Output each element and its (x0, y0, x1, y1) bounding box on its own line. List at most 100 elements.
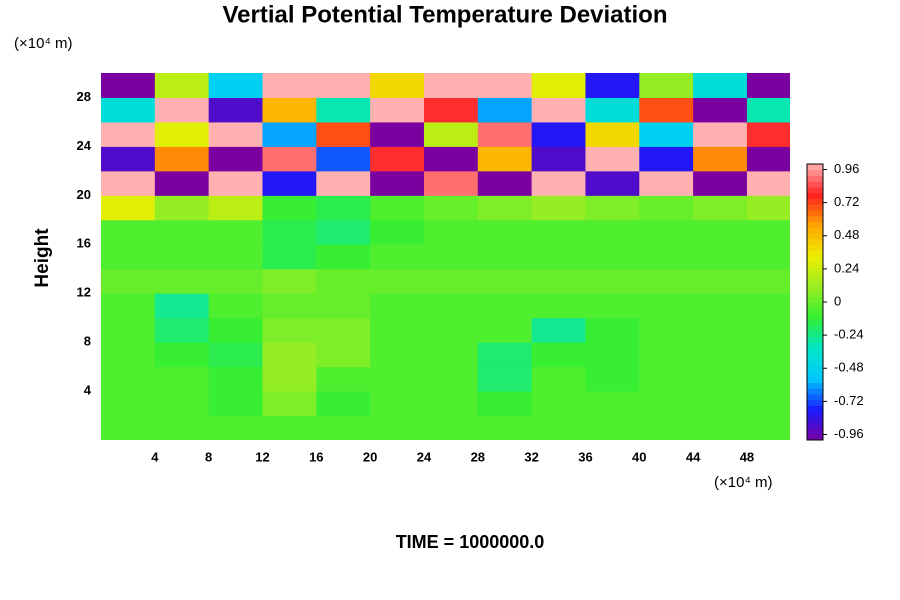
heatmap-cell (585, 146, 640, 172)
heatmap-cell (262, 219, 317, 245)
colorbar-tick-label: 0.96 (834, 161, 859, 176)
heatmap-cell (101, 219, 156, 245)
heatmap-cell (262, 293, 317, 319)
heatmap-cell (316, 391, 371, 417)
colorbar-band (807, 382, 823, 389)
heatmap-cell (316, 293, 371, 319)
x-tick-label: 48 (740, 449, 754, 464)
chart-title: Vertial Potential Temperature Deviation (222, 1, 667, 28)
colorbar-tick-label: 0.24 (834, 260, 859, 275)
heatmap-cell (531, 244, 586, 270)
heatmap-cell (316, 342, 371, 368)
heatmap-cell (477, 195, 533, 221)
colorbar-band (807, 198, 823, 205)
x-tick-label: 36 (578, 449, 592, 464)
y-unit: (×10⁴ m) (14, 35, 73, 52)
heatmap-cell (262, 73, 317, 98)
heatmap-cell (370, 121, 425, 147)
heatmap-cell (639, 342, 694, 368)
heatmap-cell (746, 73, 790, 98)
heatmap-cell (477, 219, 533, 245)
colorbar-band (807, 244, 823, 251)
colorbar-band (807, 250, 823, 257)
heatmap-cell (693, 121, 748, 147)
heatmap-cell (370, 219, 425, 245)
heatmap-cell (316, 415, 371, 440)
heatmap-cell (639, 244, 694, 270)
heatmap-cell (208, 170, 263, 196)
heatmap-cell (639, 121, 694, 147)
heatmap-cell (101, 195, 156, 221)
heatmap-cell (477, 317, 533, 343)
heatmap-cell (316, 219, 371, 245)
heatmap-cell (639, 366, 694, 392)
heatmap-cell (477, 170, 533, 196)
heatmap-cell (208, 195, 263, 221)
heatmap-cell (639, 170, 694, 196)
colorbar-tick-label: -0.24 (834, 327, 864, 342)
colorbar-band (807, 353, 823, 360)
heatmap-cell (423, 317, 479, 343)
colorbar-band (807, 434, 823, 441)
colorbar-band (807, 175, 823, 182)
heatmap-cell (585, 342, 640, 368)
heatmap-cell (154, 97, 210, 123)
colorbar-band (807, 279, 823, 286)
colorbar-band (807, 296, 823, 303)
colorbar-band (807, 394, 823, 401)
heatmap-cell (585, 219, 640, 245)
x-unit: (×10⁴ m) (714, 474, 773, 491)
heatmap-cell (423, 219, 479, 245)
heatmap-cell (154, 219, 210, 245)
colorbar-band (807, 284, 823, 291)
heatmap-cell (746, 366, 790, 392)
colorbar-band (807, 273, 823, 280)
heatmap-cell (370, 73, 425, 98)
heatmap-cell (585, 293, 640, 319)
colorbar-band (807, 428, 823, 435)
heatmap-cell (423, 268, 479, 294)
heatmap-cell (101, 293, 156, 319)
heatmap-cell (154, 268, 210, 294)
heatmap-cell (423, 366, 479, 392)
heatmap-cell (154, 73, 210, 98)
colorbar-band (807, 290, 823, 297)
heatmap-cell (746, 317, 790, 343)
heatmap-cell (639, 268, 694, 294)
heatmap-cell (693, 415, 748, 440)
heatmap-cell (746, 121, 790, 147)
heatmap-cell (208, 244, 263, 270)
colorbar-band (807, 422, 823, 429)
heatmap-cell (639, 317, 694, 343)
heatmap-cell (423, 391, 479, 417)
x-tick-label: 40 (632, 449, 646, 464)
heatmap-cell (154, 366, 210, 392)
heatmap-cell (746, 170, 790, 196)
y-tick-label: 4 (84, 383, 92, 398)
heatmap-cell (477, 415, 533, 440)
heatmap-cell (101, 317, 156, 343)
x-tick-label: 8 (205, 449, 212, 464)
heatmap-cell (154, 146, 210, 172)
heatmap-cell (370, 268, 425, 294)
colorbar-band (807, 359, 823, 366)
y-tick-label: 20 (77, 187, 91, 202)
heatmap-cell (154, 342, 210, 368)
x-tick-label: 12 (255, 449, 269, 464)
colorbar-tick-label: 0 (834, 293, 841, 308)
heatmap-cell (693, 219, 748, 245)
heatmap-cell (693, 317, 748, 343)
heatmap (101, 73, 790, 440)
heatmap-cell (262, 97, 317, 123)
heatmap-cell (316, 317, 371, 343)
heatmap-cell (477, 121, 533, 147)
heatmap-cell (208, 342, 263, 368)
heatmap-cell (477, 244, 533, 270)
heatmap-cell (316, 366, 371, 392)
heatmap-cell (531, 342, 586, 368)
colorbar-band (807, 261, 823, 268)
heatmap-cell (639, 415, 694, 440)
heatmap-cell (101, 342, 156, 368)
heatmap-cell (370, 391, 425, 417)
colorbar-band (807, 187, 823, 194)
